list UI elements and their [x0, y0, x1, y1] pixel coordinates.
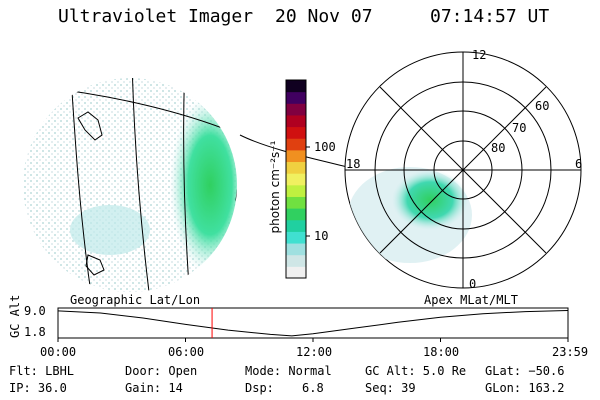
colorbar-segment [286, 149, 306, 163]
colorbar-segment [286, 103, 306, 116]
info-door: Door: Open [125, 364, 198, 378]
colorbar-label-10: 10 [314, 229, 329, 243]
info-ip: IP: 36.0 [9, 381, 67, 395]
info-dsp-value: 6.8 [302, 381, 324, 395]
colorbar-segment [286, 173, 306, 186]
colorbar-segment [286, 80, 306, 93]
time-tick-0000: 00:00 [40, 345, 77, 359]
polar-axis-diagonal-2 [379, 86, 547, 254]
coastline-south [85, 254, 105, 276]
colorbar-segment [286, 114, 306, 128]
geo-weak-emission [70, 205, 150, 255]
geographic-map-label: Geographic Lat/Lon [70, 293, 201, 307]
polar-lat-60: 60 [535, 99, 550, 113]
colorbar-segment [286, 231, 306, 244]
colorbar-segment [286, 91, 306, 104]
info-flt: Flt: LBHL [9, 364, 75, 378]
coastline-north [77, 111, 103, 141]
info-glat: GLat: −50.6 [485, 364, 565, 378]
polar-auroral-emission [392, 170, 468, 230]
observation-time: 07:14:57 UT [430, 6, 550, 27]
info-glon: GLon: 163.2 [485, 381, 565, 395]
polar-plot-label: Apex MLat/MLT [424, 293, 518, 307]
polar-plot [344, 51, 582, 289]
time-tick-0600: 06:00 [168, 345, 205, 359]
altitude-plot [57, 307, 569, 342]
colorbar-segment [286, 138, 306, 151]
colorbar-segment [286, 184, 306, 197]
time-tick-1200: 12:00 [296, 345, 333, 359]
colorbar-unit-label: photon cm⁻²s⁻¹ [268, 140, 282, 234]
altitude-tick-1-8: 1.8 [24, 325, 46, 339]
info-gc-alt: GC Alt: 5.0 Re [365, 364, 467, 378]
geo-auroral-emission [170, 95, 237, 275]
altitude-axis-label: GC Alt [8, 294, 22, 338]
colorbar-segment [286, 254, 306, 267]
colorbar-segment [286, 161, 306, 174]
polar-label-0: 0 [469, 277, 477, 291]
info-gain: Gain: 14 [125, 381, 183, 395]
colorbar-segment [286, 219, 306, 232]
observation-date: 20 Nov 07 [275, 6, 373, 27]
instrument-title: Ultraviolet Imager [58, 6, 254, 27]
altitude-curve [57, 310, 568, 337]
polar-label-12: 12 [472, 48, 487, 62]
colorbar-label-100: 100 [314, 140, 336, 154]
colorbar-segment [286, 208, 306, 221]
time-tick-1800: 18:00 [423, 345, 460, 359]
meridian-2 [131, 78, 151, 292]
colorbar-segment [286, 126, 306, 139]
colorbar-segment [286, 266, 306, 279]
colorbar-frame [285, 79, 307, 279]
colorbar-segment [286, 243, 306, 256]
info-mode: Mode: Normal [245, 364, 332, 378]
time-tick-2359: 23:59 [552, 345, 589, 359]
polar-lat-80: 80 [491, 141, 506, 155]
info-seq: Seq: 39 [365, 381, 416, 395]
polar-label-6: 6 [575, 157, 583, 171]
colorbar-segment [286, 196, 306, 209]
polar-lat-70: 70 [512, 121, 527, 135]
colorbar [285, 79, 310, 279]
geographic-map [23, 78, 361, 292]
info-dsp-label: Dsp: [245, 381, 274, 395]
polar-label-18: 18 [346, 157, 361, 171]
altitude-tick-9: 9.0 [24, 304, 46, 318]
